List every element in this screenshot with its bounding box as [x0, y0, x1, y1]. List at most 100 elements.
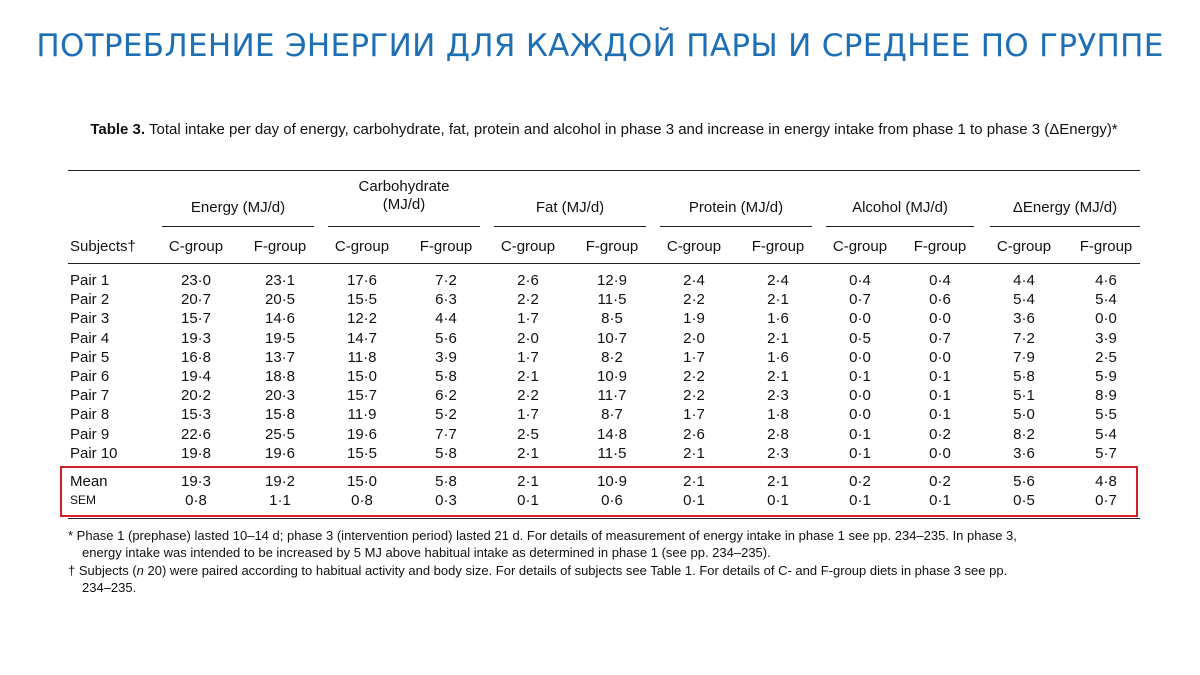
table-caption-label: Table 3.	[90, 121, 146, 138]
table-cell: 1·7	[683, 349, 705, 366]
table-cell: 0·1	[849, 445, 871, 462]
table-cell: 11·9	[347, 406, 377, 423]
table-cell: 15·5	[346, 445, 378, 462]
sem-cell: 0·8	[185, 492, 207, 509]
table-cell: 4·4	[435, 310, 457, 327]
table-cell: 0·0	[929, 349, 951, 366]
table-cell: 19·3	[180, 330, 212, 347]
table-cell: 10·7	[596, 330, 628, 347]
table-cell: 15·3	[180, 406, 212, 423]
column-header: C-group	[666, 238, 722, 255]
table-cell: 15·7	[180, 310, 212, 327]
table-cell: 22·6	[180, 426, 212, 443]
mean-cell: 19·2	[264, 473, 296, 490]
table-caption-text: Total intake per day of energy, carbohyd…	[148, 121, 1118, 138]
table-cell: 23·1	[264, 272, 296, 289]
table-cell: 3·9	[1095, 330, 1117, 347]
table-cell: 0·2	[929, 426, 951, 443]
table-cell: 0·0	[849, 387, 871, 404]
table-cell: 5·8	[435, 445, 457, 462]
table-cell: 2·2	[517, 291, 539, 308]
table-cell: 8·5	[601, 310, 623, 327]
footnote-subjects-n: n	[136, 563, 144, 578]
table-cell: 0·1	[849, 426, 871, 443]
sem-cell: 1·1	[269, 492, 291, 509]
table-cell: 8·7	[601, 406, 623, 423]
sem-cell: 0·7	[1095, 492, 1117, 509]
table-cell: 20·5	[264, 291, 296, 308]
table-cell: 5·1	[1013, 387, 1035, 404]
sem-label: SEM	[70, 493, 97, 507]
table-cell: 15·5	[346, 291, 378, 308]
table-cell: 1·7	[683, 406, 705, 423]
row-label: Pair 6	[70, 368, 110, 385]
table-cell: 14·6	[264, 310, 296, 327]
column-header: F-group	[1079, 238, 1133, 255]
table-cell: 0·1	[929, 406, 951, 423]
table-cell: 0·4	[929, 272, 951, 289]
table-top-rule	[68, 170, 1140, 171]
group-header-underline	[162, 226, 314, 227]
mean-cell: 19·3	[180, 473, 212, 490]
table-bottom-rule	[68, 518, 1140, 519]
table-cell: 0·6	[929, 291, 951, 308]
mean-cell: 5·6	[1013, 473, 1035, 490]
table-cell: 12·2	[346, 310, 378, 327]
mean-cell: 2·1	[767, 473, 789, 490]
column-header: F-group	[419, 238, 473, 255]
table-cell: 3·6	[1013, 445, 1035, 462]
group-header: Carbohydrate (MJ/d)	[358, 178, 450, 213]
table-cell: 4·4	[1013, 272, 1035, 289]
header-bottom-rule	[68, 263, 1140, 264]
footnote-subjects-line2: 234–235.	[82, 580, 137, 595]
table-cell: 17·6	[346, 272, 378, 289]
column-header: C-group	[334, 238, 390, 255]
table-cell: 8·2	[1013, 426, 1035, 443]
column-header: C-group	[500, 238, 556, 255]
mean-cell: 0·2	[929, 473, 951, 490]
table-cell: 15·0	[346, 368, 378, 385]
group-header: Energy (MJ/d)	[190, 199, 286, 216]
table-cell: 2·1	[517, 368, 539, 385]
table-cell: 5·4	[1095, 291, 1117, 308]
table-cell: 2·1	[683, 445, 705, 462]
group-header-underline	[826, 226, 974, 227]
footnote-subjects-text-b: 20) were paired according to habitual ac…	[143, 563, 1008, 578]
table-cell: 10·9	[596, 368, 628, 385]
row-label: Pair 4	[70, 330, 110, 347]
table-cell: 5·0	[1013, 406, 1035, 423]
slide-title: ПОТРЕБЛЕНИЕ ЭНЕРГИИ ДЛЯ КАЖДОЙ ПАРЫ И СР…	[36, 28, 1164, 64]
group-header: Alcohol (MJ/d)	[852, 199, 948, 216]
table-cell: 19·6	[264, 445, 296, 462]
table-cell: 0·7	[929, 330, 951, 347]
table-cell: 0·4	[849, 272, 871, 289]
row-label: Pair 9	[70, 426, 110, 443]
sem-cell: 0·1	[767, 492, 789, 509]
table-cell: 3·9	[435, 349, 457, 366]
table-cell: 5·5	[1095, 406, 1117, 423]
table-cell: 0·5	[849, 330, 871, 347]
column-header: F-group	[253, 238, 307, 255]
group-header-underline	[328, 226, 480, 227]
table-cell: 7·2	[435, 272, 457, 289]
column-header: C-group	[996, 238, 1052, 255]
sem-cell: 0·1	[929, 492, 951, 509]
table-cell: 6·3	[435, 291, 457, 308]
row-label: Pair 8	[70, 406, 110, 423]
mean-cell: 2·1	[517, 473, 539, 490]
mean-cell: 0·2	[849, 473, 871, 490]
table-cell: 15·7	[346, 387, 378, 404]
table-cell: 2·1	[767, 368, 789, 385]
mean-label: Mean	[70, 473, 108, 490]
table-cell: 0·0	[929, 310, 951, 327]
footnote-phase-line1: * Phase 1 (prephase) lasted 10–14 d; pha…	[68, 528, 1017, 543]
mean-cell: 5·8	[435, 473, 457, 490]
footnote-subjects: † Subjects (n 20) were paired according …	[68, 562, 1148, 596]
sem-cell: 0·3	[435, 492, 457, 509]
footnote-subjects-text-a: † Subjects (	[68, 563, 137, 578]
table-cell: 2·1	[767, 291, 789, 308]
table-cell: 2·0	[517, 330, 539, 347]
table-cell: 20·3	[264, 387, 296, 404]
table-cell: 19·5	[264, 330, 296, 347]
sem-cell: 0·1	[517, 492, 539, 509]
